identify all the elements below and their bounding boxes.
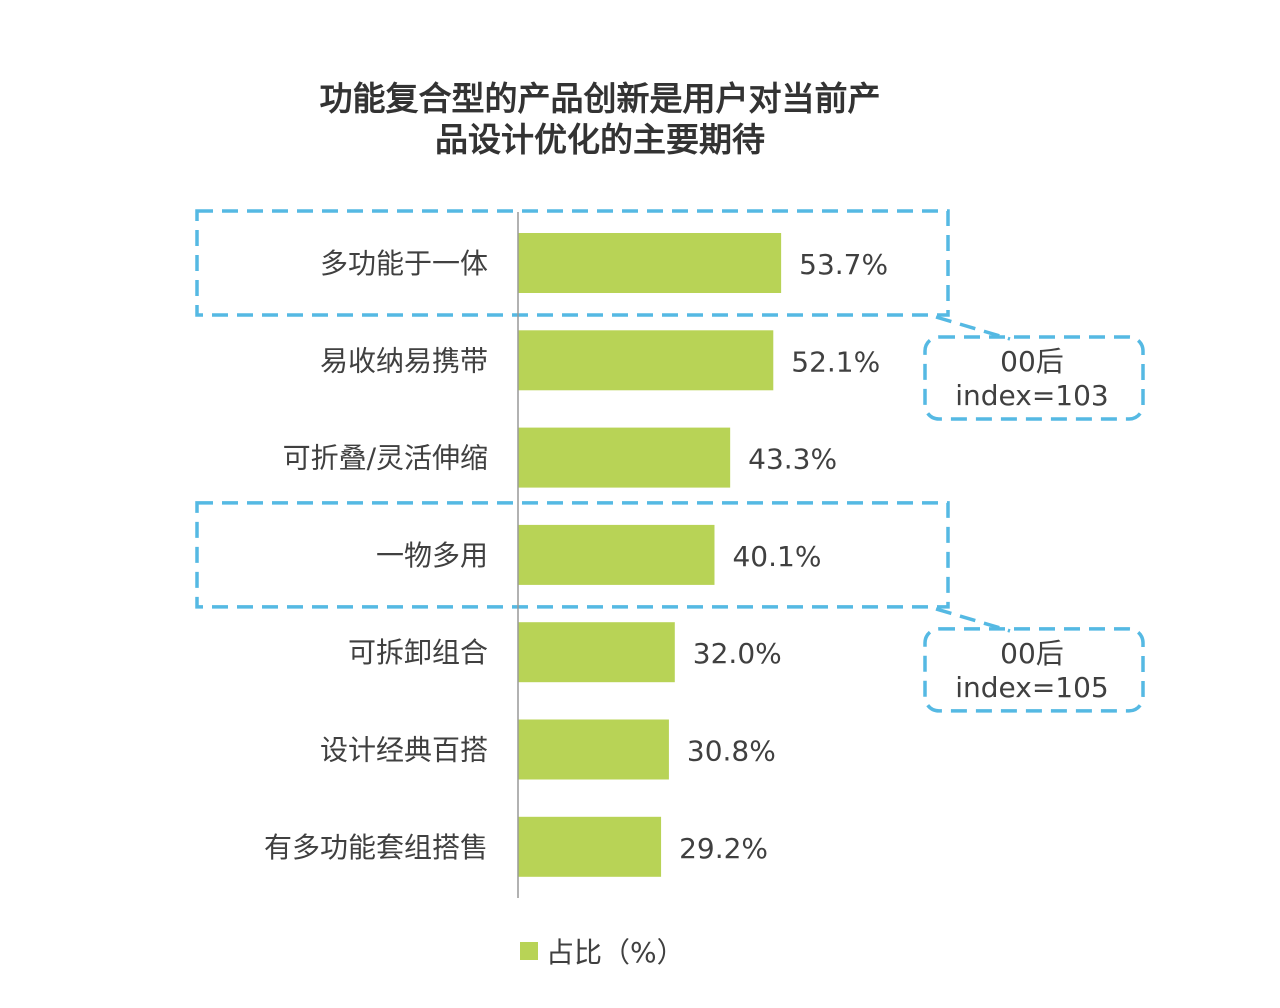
- bar: [518, 427, 731, 488]
- legend-label: 占比（%）: [546, 936, 685, 969]
- data-label: 40.1%: [732, 540, 821, 573]
- highlight-box: [195, 501, 950, 609]
- callout-text: 00后: [1000, 345, 1064, 378]
- category-label: 设计经典百搭: [320, 734, 488, 767]
- category-label: 可折叠/灵活伸缩: [283, 442, 488, 475]
- bar: [518, 719, 669, 780]
- category-label: 一物多用: [376, 539, 488, 572]
- bar: [518, 524, 715, 585]
- category-label: 易收纳易携带: [320, 344, 488, 377]
- chart-title-line-2: 品设计优化的主要期待: [435, 120, 765, 159]
- category-label: 多功能于一体: [320, 247, 488, 280]
- category-label: 有多功能套组搭售: [264, 831, 488, 864]
- legend: 占比（%）: [520, 936, 685, 969]
- category-label: 可拆卸组合: [348, 636, 488, 669]
- callout-connector: [935, 607, 1011, 633]
- callout-text: index=105: [955, 671, 1109, 704]
- data-label: 30.8%: [687, 735, 776, 768]
- callout-text: index=103: [955, 379, 1109, 412]
- data-label: 29.2%: [679, 832, 768, 865]
- callout-box: [923, 627, 1145, 713]
- highlight-box: [195, 209, 950, 317]
- data-label: 32.0%: [693, 637, 782, 670]
- chart-title-line-1: 功能复合型的产品创新是用户对当前产: [320, 79, 881, 118]
- bar: [518, 233, 782, 293]
- bar: [518, 330, 774, 391]
- bars-layer: 多功能于一体 53.7% 易收纳易携带 52.1% 可折叠/灵活伸缩 43.3% 一物多用 4…: [264, 233, 888, 877]
- callout-box: [923, 335, 1145, 421]
- bar: [518, 816, 662, 877]
- legend-swatch: [520, 942, 538, 960]
- data-label: 52.1%: [791, 345, 880, 378]
- data-label: 43.3%: [748, 443, 837, 476]
- bar: [518, 622, 675, 683]
- data-label: 53.7%: [799, 248, 888, 281]
- callout-connector: [935, 315, 1011, 341]
- callout-text: 00后: [1000, 637, 1064, 670]
